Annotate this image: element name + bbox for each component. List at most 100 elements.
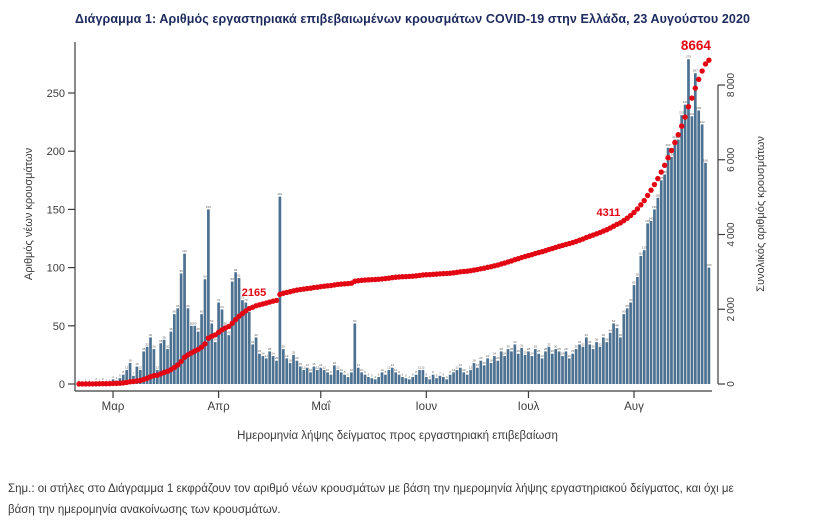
bar-value-label: 1 [78, 378, 80, 382]
y-right-tick-label: 0 [726, 381, 737, 387]
daily-cases-bar [319, 367, 323, 384]
daily-cases-bar [445, 379, 449, 384]
daily-cases-bar [377, 377, 380, 384]
bar-value-label: 8 [385, 370, 387, 374]
bar-value-label: 180 [662, 170, 667, 174]
daily-cases-bar [452, 372, 455, 384]
daily-cases-bar [455, 370, 459, 384]
bar-value-label: 35 [159, 339, 163, 343]
daily-cases-bar [278, 196, 282, 384]
daily-cases-bar [333, 365, 336, 384]
footnote-line-2: βάση την ημερομηνία ανακοίνωσης των κρου… [8, 504, 281, 516]
bar-value-label: 32 [581, 342, 585, 346]
daily-cases-bar [530, 356, 534, 384]
bar-value-label: 65 [626, 304, 630, 308]
bar-value-label: 30 [574, 345, 578, 349]
daily-cases-bar [159, 343, 163, 384]
bar-value-label: 42 [227, 331, 231, 335]
cumulative-line-dot [685, 104, 692, 110]
bar-value-label: 1 [88, 378, 90, 382]
bar-value-label: 8 [122, 370, 124, 374]
daily-cases-bar [169, 331, 173, 384]
cumulative-line-dot [675, 132, 681, 138]
daily-cases-bar [465, 374, 469, 384]
cumulative-line-dot [641, 197, 647, 204]
daily-cases-bar [602, 337, 605, 384]
x-month-tick-label: Ιουν [415, 401, 437, 413]
daily-cases-bar [230, 281, 234, 384]
x-axis-label: Ημερομηνία λήψης δείγματος προς εργαστηρ… [237, 430, 558, 442]
bar-value-label: 14 [357, 363, 361, 367]
daily-cases-bar [418, 370, 421, 384]
cumulative-line-dot [648, 187, 654, 193]
cumulative-line-dot [202, 341, 208, 347]
daily-cases-bar [707, 267, 711, 384]
bar-value-label: 10 [452, 368, 456, 372]
bar-value-label: 60 [200, 310, 204, 314]
bar-value-label: 32 [598, 342, 602, 346]
cumulative-line-dot [651, 181, 658, 188]
bar-value-label: 203 [666, 143, 671, 147]
bar-value-label: 28 [142, 347, 146, 351]
daily-cases-bar [571, 353, 575, 384]
bar-value-label: 30 [534, 345, 538, 349]
bar-value-label: 28 [510, 347, 514, 351]
bar-value-label: 96 [234, 268, 238, 272]
daily-cases-bar [367, 377, 370, 384]
daily-cases-bar [680, 115, 684, 384]
bar-value-label: 10 [360, 368, 364, 372]
daily-cases-bar [234, 272, 237, 384]
daily-cases-bar [499, 351, 503, 384]
bar-value-label: 10 [380, 368, 384, 372]
daily-cases-bar [281, 349, 285, 384]
daily-cases-bar [469, 370, 472, 384]
bar-value-label: 1 [99, 378, 101, 382]
daily-cases-bar [523, 354, 527, 384]
daily-cases-bar [373, 379, 377, 384]
bar-value-label: 22 [540, 354, 544, 358]
daily-cases-bar [292, 354, 295, 384]
bar-value-label: 72 [241, 296, 245, 300]
bar-value-label: 28 [268, 347, 272, 351]
daily-cases-bar [683, 104, 687, 384]
bar-value-label: 10 [340, 368, 344, 372]
daily-cases-bar [135, 366, 139, 384]
bar-value-label: 14 [305, 363, 309, 367]
daily-cases-bar [544, 351, 547, 384]
bar-value-label: 12 [455, 366, 459, 370]
x-month-tick-label: Μαρ [102, 401, 125, 413]
bar-value-label: 24 [261, 352, 265, 356]
bar-value-label: 231 [679, 111, 684, 115]
daily-cases-bar [227, 335, 231, 384]
daily-cases-bar [251, 344, 255, 384]
bar-value-label: 25 [523, 350, 527, 354]
bar-value-label: 240 [683, 100, 688, 104]
cumulative-line-dot [678, 123, 685, 129]
bar-value-label: 18 [489, 359, 493, 363]
milestone-annotation: 2165 [242, 287, 266, 299]
bar-value-label: 12 [322, 366, 326, 370]
cumulative-line-dot [644, 192, 651, 199]
daily-cases-bar [567, 358, 571, 384]
cumulative-line-dot [658, 169, 664, 175]
cumulative-line-dot [665, 155, 671, 161]
bar-value-label: 34 [513, 340, 517, 344]
bar-value-label: 14 [476, 363, 480, 367]
bar-value-label: 22 [285, 354, 289, 358]
daily-cases-bar [217, 302, 220, 384]
daily-cases-bar [516, 353, 520, 384]
daily-cases-bar [486, 358, 489, 384]
bar-value-label: 10 [326, 368, 330, 372]
daily-cases-bar [704, 162, 707, 384]
bar-value-label: 20 [275, 356, 279, 360]
cumulative-line-dot [702, 61, 709, 67]
bar-value-label: 60 [622, 310, 626, 314]
y-right-axis-label: Συνολικός αριθμός κρουσμάτων [755, 136, 767, 292]
daily-cases-bar [561, 356, 564, 384]
bar-value-label: 36 [214, 338, 218, 342]
bar-value-label: 30 [591, 345, 595, 349]
bar-value-label: 28 [564, 347, 568, 351]
daily-cases-bar [237, 278, 241, 384]
bar-value-label: 195 [669, 153, 674, 157]
